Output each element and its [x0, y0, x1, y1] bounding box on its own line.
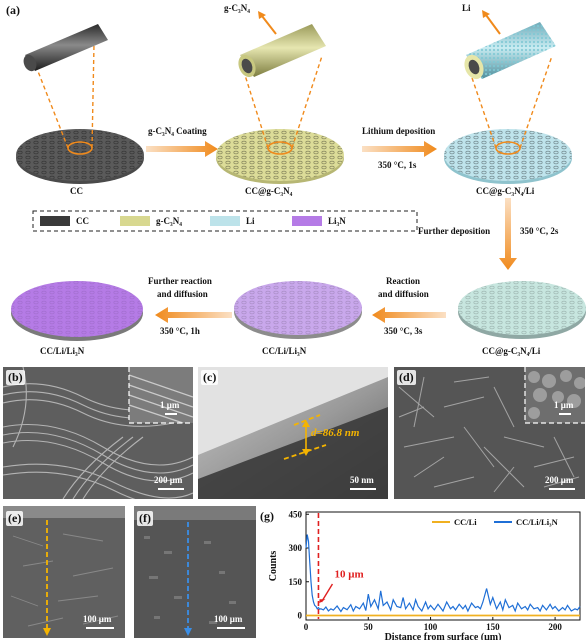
y-axis-label: Counts	[268, 551, 279, 582]
arrow-coating	[146, 141, 218, 157]
panel-g: 0 50 100 150 200 0 150 300 450 Distance from surf…	[260, 506, 586, 640]
panel-b-label: (b)	[6, 370, 25, 385]
y-tick-label-3: 450	[289, 509, 303, 519]
arrow-li-deposition	[362, 141, 437, 157]
cc-li-li3n-partial-disc	[234, 281, 362, 339]
panel-d: (d) 1 μm 200 μm	[394, 367, 585, 499]
x-tick-label-3: 150	[486, 622, 500, 632]
panel-e-image	[3, 506, 125, 638]
cc-disc	[16, 24, 144, 184]
panel-b-scale: 200 μm	[154, 475, 183, 485]
panel-g-label: (g)	[260, 509, 274, 523]
y-tick-label-0: 0	[298, 611, 303, 621]
cc-gcn-li-disc	[444, 10, 572, 184]
label-further-dep-cond: 350 °C, 2s	[520, 226, 559, 236]
panel-e-label: (e)	[6, 511, 24, 526]
panel-b-inset-scale: 1 μm	[160, 400, 180, 410]
panel-d-image	[394, 367, 585, 499]
panel-e: (e) 100 μm	[3, 506, 125, 638]
label-cc-li-li3n: CC/Li/Li₃N	[40, 346, 85, 356]
label-cc-gcn-li-2: CC@g-C₃N₄/Li	[482, 346, 541, 356]
label-cc-li-li3n-partial: CC/Li/Li₃N	[262, 346, 307, 356]
label-reaction-1: Reaction	[386, 276, 420, 286]
label-further-react-2: and diffusion	[157, 289, 208, 299]
legend-swatch-cc	[40, 216, 70, 226]
panel-c-scalebar	[350, 488, 376, 490]
panel-f-scale: 100 μm	[214, 614, 243, 624]
panel-f-scalebar	[217, 627, 245, 629]
label-top-gcn: g-C₃N₄	[224, 3, 250, 13]
panel-c-image	[198, 367, 388, 499]
label-reaction-cond: 350 °C, 3s	[384, 326, 423, 336]
legend-swatch-li3n	[292, 216, 322, 226]
x-axis-label: Distance from surface (μm)	[385, 632, 502, 640]
panel-c: (c) d=86.8 nm 50 nm	[198, 367, 388, 499]
legend-label-cc: CC	[76, 216, 89, 226]
panel-c-scale: 50 nm	[350, 475, 374, 485]
x-tick-label-1: 50	[364, 622, 374, 632]
label-further-react-cond: 350 °C, 1h	[160, 326, 200, 336]
panel-a: (a)	[6, 3, 586, 356]
x-tick-label-0: 0	[304, 622, 309, 632]
arrow-reaction	[372, 307, 446, 323]
panel-e-scale: 100 μm	[83, 614, 112, 624]
panel-e-scalebar	[86, 627, 114, 629]
plot-frame	[305, 511, 581, 621]
label-further-dep: Further deposition	[418, 226, 491, 236]
panel-f-image	[134, 506, 256, 638]
panel-b-inset-scalebar	[165, 413, 177, 415]
marker-10um-arrow	[320, 583, 334, 603]
panel-a-label: (a)	[6, 3, 20, 17]
label-reaction-2: and diffusion	[378, 289, 429, 299]
legend-swatch-gcn	[120, 216, 150, 226]
panel-d-label: (d)	[397, 370, 416, 385]
panel-f: (f) 100 μm	[134, 506, 256, 638]
legend-label-li: Li	[246, 216, 255, 226]
label-arrow-li-dep-cond: 350 °C, 1s	[378, 160, 417, 170]
x-tick-label-2: 100	[424, 622, 438, 632]
panel-c-label: (c)	[201, 370, 219, 385]
panel-a-schematic	[11, 10, 586, 341]
cc-gcn-disc	[216, 11, 344, 184]
marker-10um-label: 10 μm	[334, 568, 363, 580]
label-cc-gcn-li: CC@g-C₃N₄/Li	[476, 186, 535, 196]
legend-label-1: CC/Li/Li₃N	[516, 517, 559, 527]
series-line-1	[305, 534, 581, 613]
x-tick-label-4: 200	[548, 622, 562, 632]
panel-c-thickness: d=86.8 nm	[311, 427, 360, 439]
label-arrow-coating: g-C₃N₄ Coating	[148, 126, 207, 136]
panel-b-scalebar	[158, 488, 184, 490]
y-tick-label-2: 300	[289, 543, 303, 553]
panel-b-image	[3, 367, 193, 499]
cc-gcn-li-disc-2	[458, 281, 586, 339]
legend-label-gcn: g-C₃N₄	[156, 216, 182, 226]
panel-g-chart: 0 50 100 150 200 0 150 300 450 Distance from surf…	[268, 509, 581, 640]
panel-d-scalebar	[549, 488, 575, 490]
panel-d-inset-scalebar	[559, 413, 571, 415]
label-arrow-li-dep: Lithium deposition	[362, 126, 436, 136]
label-cc-gcn: CC@g-C₃N₄	[245, 186, 293, 196]
cc-li-li3n-disc	[11, 281, 143, 341]
label-top-li: Li	[462, 3, 471, 13]
panel-f-label: (f)	[137, 511, 153, 526]
legend-box	[32, 210, 418, 232]
arrow-further-deposition	[499, 198, 517, 270]
label-further-react-1: Further reaction	[148, 276, 212, 286]
legend-label-li3n: Li₃N	[328, 216, 346, 226]
panel-b: (b) 1 μm 200 μm	[3, 367, 193, 499]
arrow-further-reaction	[155, 307, 232, 323]
legend-label-0: CC/Li	[454, 517, 477, 527]
y-tick-label-1: 150	[289, 577, 303, 587]
panel-d-scale: 200 μm	[545, 475, 574, 485]
label-cc: CC	[70, 186, 83, 196]
panel-d-inset-scale: 1 μm	[554, 400, 574, 410]
legend-swatch-li	[210, 216, 240, 226]
